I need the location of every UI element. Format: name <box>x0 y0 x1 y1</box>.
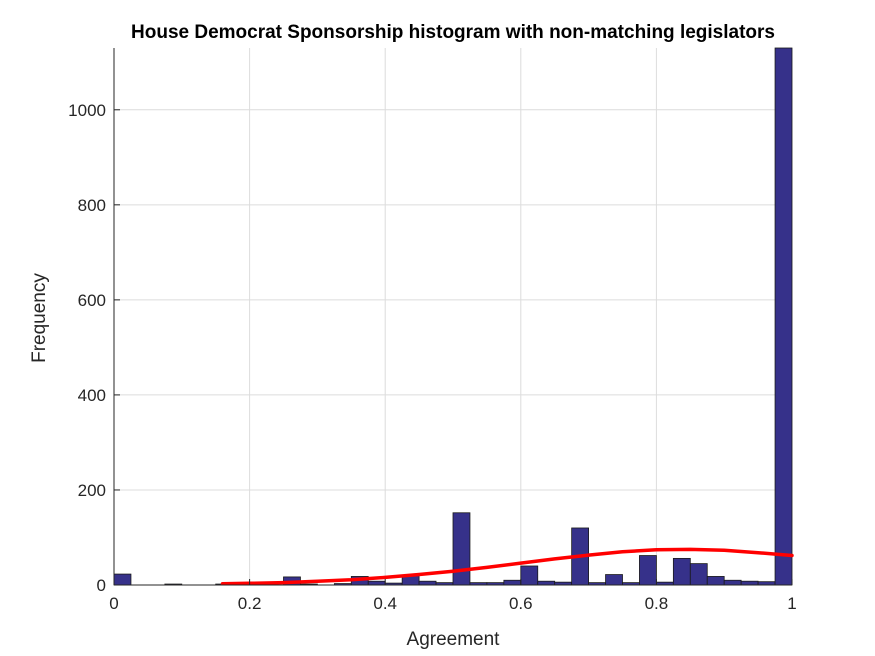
histogram-bar <box>706 576 725 586</box>
fit-curve-layer <box>220 547 794 586</box>
histogram-bars <box>113 47 793 586</box>
fit-curve <box>220 547 794 586</box>
histogram-bar <box>113 573 132 586</box>
tick-labels: 0 0.2 0.4 0.6 0.8 1 0 200 400 600 800 1000 <box>68 101 797 613</box>
x-tick-label: 0 <box>109 594 118 613</box>
histogram-bar <box>740 580 759 586</box>
x-tick-label: 1 <box>787 594 796 613</box>
y-tick-label: 600 <box>78 291 106 310</box>
x-tick-label: 0.8 <box>645 594 669 613</box>
grid-lines <box>113 48 793 586</box>
chart-title: House Democrat Sponsorship histogram wit… <box>131 22 775 43</box>
x-axis-label: Agreement <box>407 629 501 650</box>
histogram-bar <box>520 565 539 586</box>
histogram-bar <box>452 512 471 586</box>
histogram-bar <box>503 579 522 586</box>
x-tick-label: 0.2 <box>238 594 262 613</box>
y-tick-label: 400 <box>78 386 106 405</box>
histogram-bar <box>605 574 623 586</box>
y-tick-label: 200 <box>78 481 106 500</box>
histogram-bar <box>537 580 556 586</box>
y-tick-label: 800 <box>78 196 106 215</box>
histogram-bar <box>672 557 691 586</box>
y-axis-label: Frequency <box>29 273 50 363</box>
histogram-bar <box>639 555 657 586</box>
x-tick-label: 0.4 <box>373 594 397 613</box>
y-tick-label: 0 <box>97 576 106 595</box>
histogram-bar <box>367 580 386 586</box>
histogram-bar <box>723 579 742 586</box>
y-tick-label: 1000 <box>68 101 106 120</box>
x-tick-label: 0.6 <box>509 594 533 613</box>
axes <box>113 48 793 586</box>
histogram-bar <box>418 580 437 586</box>
histogram-bar <box>689 563 708 586</box>
histogram-bar <box>774 47 793 586</box>
